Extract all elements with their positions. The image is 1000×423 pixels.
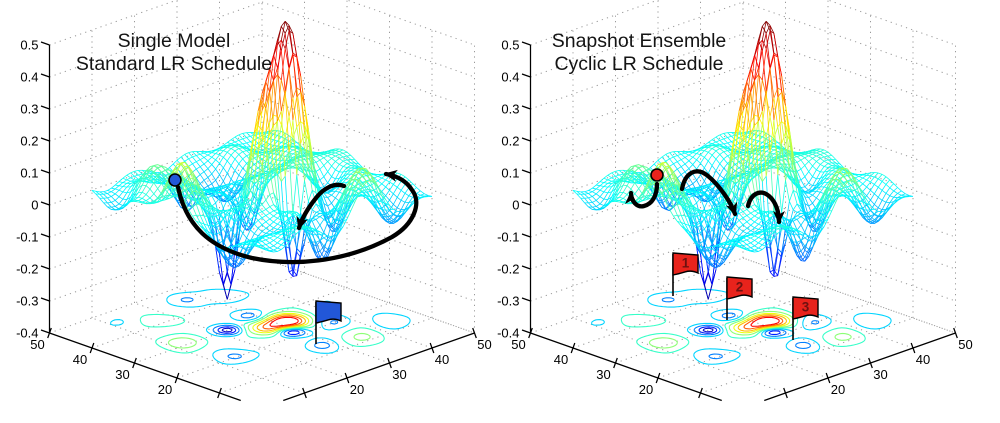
annotations-snapshot-ensemble: 1 2 3 — [625, 168, 819, 340]
start-point-marker — [168, 173, 182, 187]
flag-banner — [672, 252, 699, 276]
snapshot-flag-2: 2 — [726, 276, 753, 320]
final-model-flag — [315, 300, 342, 344]
flag-banner — [315, 300, 342, 324]
snapshot-flag-3: 3 — [792, 296, 819, 340]
sgd-trajectory-segment-2 — [679, 169, 738, 217]
flag-label: 1 — [682, 256, 690, 271]
panel-snapshot-ensemble: 1 2 3 Snapshot Ensemble Cyclic LR Schedule — [481, 0, 981, 423]
panel-title-single-model: Single Model Standard LR Schedule — [76, 30, 272, 76]
flag-banner — [726, 276, 753, 300]
flag-label: 2 — [736, 280, 744, 295]
panel-title-line2: Standard LR Schedule — [75, 53, 273, 75]
sgd-trajectory-segment-2 — [296, 182, 347, 231]
panel-single-model: Single Model Standard LR Schedule — [0, 0, 500, 423]
panel-title-line1: Snapshot Ensemble — [551, 30, 727, 52]
sgd-trajectory-segment-3 — [745, 190, 785, 225]
sgd-trajectory-segment-1 — [175, 169, 419, 265]
annotations-single-model — [168, 169, 419, 344]
flag-label: 3 — [802, 300, 810, 315]
start-point-marker — [650, 168, 664, 182]
snapshot-flag-1: 1 — [672, 252, 699, 296]
flag-banner — [792, 296, 819, 320]
panel-title-snapshot-ensemble: Snapshot Ensemble Cyclic LR Schedule — [552, 30, 727, 76]
panel-title-line2: Cyclic LR Schedule — [554, 53, 724, 75]
sgd-trajectory-segment-1 — [625, 181, 660, 209]
panel-title-line1: Single Model — [117, 30, 231, 52]
